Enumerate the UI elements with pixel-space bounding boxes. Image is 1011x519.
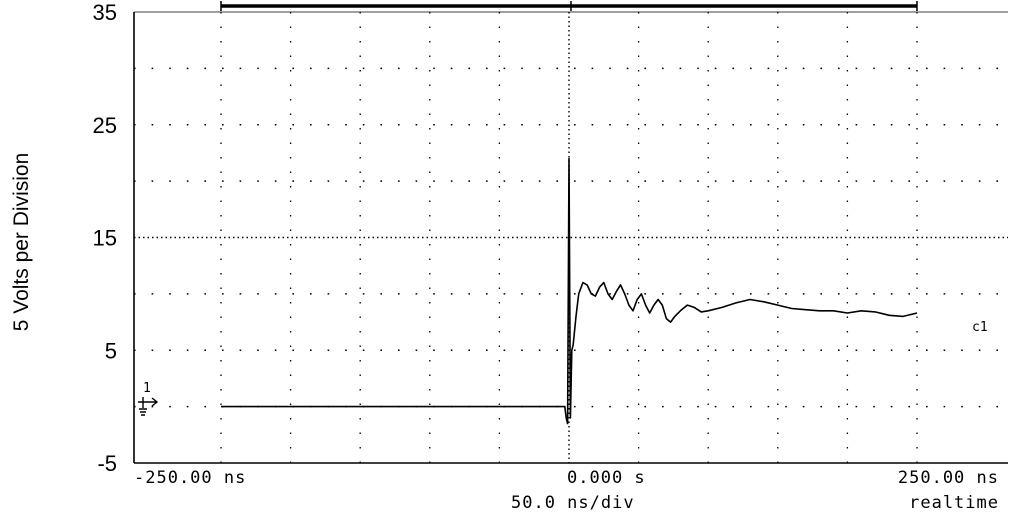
y-tick-label: 25 xyxy=(93,113,117,138)
y-tick-label: 35 xyxy=(93,0,117,25)
series-c1-line xyxy=(221,157,918,425)
y-tick-label: -5 xyxy=(97,451,117,476)
x-tick-right: 250.00 ns xyxy=(898,468,999,488)
y-tick-labels: 35 25 15 5 -5 xyxy=(93,0,117,476)
y-tick-label: 5 xyxy=(105,338,117,363)
channel-marker: 1 xyxy=(138,381,159,416)
channel-number: 1 xyxy=(143,381,151,396)
timebase-bar xyxy=(220,1,918,11)
y-axis-label: 5 Volts per Division xyxy=(10,153,33,332)
ground-arrow-icon xyxy=(138,397,159,416)
y-tick-label: 15 xyxy=(93,226,117,251)
mode-label: realtime xyxy=(909,493,999,513)
x-tick-left: -250.00 ns xyxy=(134,468,246,488)
series-c1-label: c1 xyxy=(972,320,988,335)
x-tick-center: 0.000 s xyxy=(567,468,646,488)
timebase-label: 50.0 ns/div xyxy=(511,493,635,513)
